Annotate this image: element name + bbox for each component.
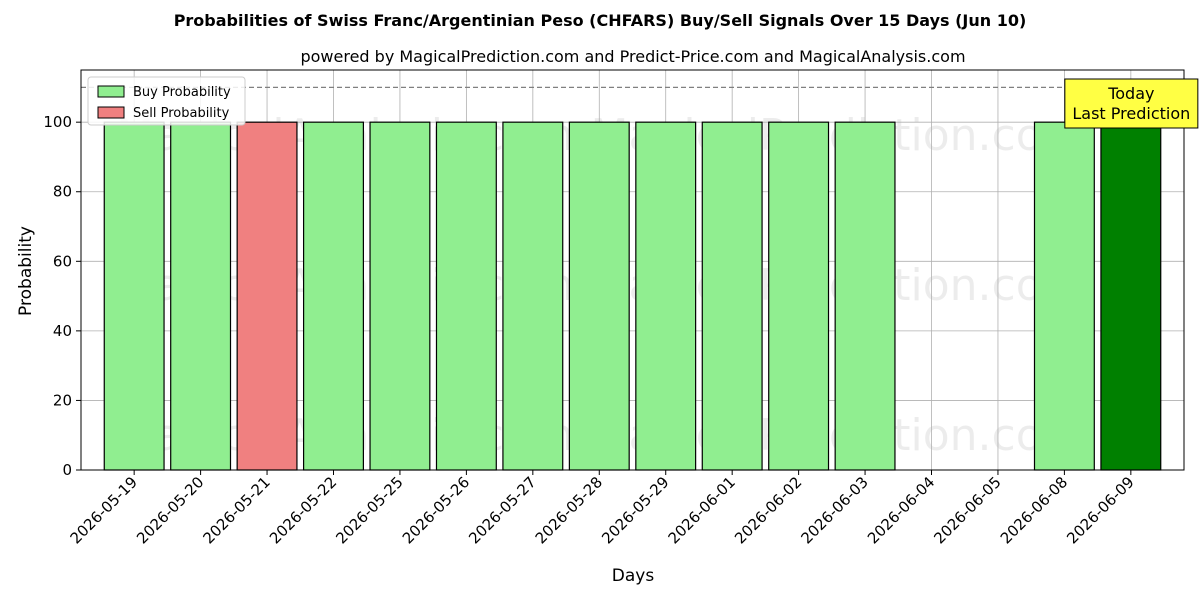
y-tick-label: 20	[53, 391, 72, 409]
x-tick-label: 2026-06-09	[1063, 473, 1137, 547]
chart-title: Probabilities of Swiss Franc/Argentinian…	[174, 11, 1027, 30]
buy-bar	[103, 121, 165, 471]
buy-bar	[701, 121, 763, 471]
plot-frame	[80, 69, 1185, 471]
buy-bar	[1033, 121, 1095, 471]
x-axis-label: Days	[612, 566, 655, 586]
x-tick-label: 2026-05-19	[67, 473, 141, 547]
buy-bar	[834, 121, 896, 471]
annotation-text: Today	[1107, 84, 1154, 103]
buy-bar	[568, 121, 630, 471]
buy-bar	[170, 121, 232, 471]
legend-label: Sell Probability	[133, 106, 230, 121]
x-tick-label: 2026-05-20	[133, 473, 207, 547]
buy-bar	[768, 121, 830, 471]
buy-bar	[435, 121, 497, 471]
buy-bar	[1100, 121, 1162, 471]
y-tick-label: 0	[62, 461, 72, 479]
y-tick-label: 80	[53, 183, 72, 201]
x-tick-label: 2026-05-27	[465, 473, 539, 547]
x-tick-label: 2026-06-05	[930, 473, 1004, 547]
y-tick-label: 100	[43, 113, 72, 131]
legend-swatch	[97, 85, 125, 98]
y-axis-label: Probability	[16, 226, 36, 316]
buy-bar	[502, 121, 564, 471]
legend-box	[87, 76, 246, 126]
y-tick-label: 60	[53, 252, 72, 270]
buy-bar	[302, 121, 364, 471]
annotation-text: Last Prediction	[1072, 104, 1190, 123]
x-tick-label: 2026-06-02	[731, 473, 805, 547]
x-tick-label: 2026-05-21	[199, 473, 273, 547]
x-tick-label: 2026-05-28	[532, 473, 606, 547]
legend-swatch	[97, 106, 125, 119]
x-tick-label: 2026-06-03	[798, 473, 872, 547]
legend-label: Buy Probability	[133, 85, 231, 100]
chart-subtitle: powered by MagicalPrediction.com and Pre…	[300, 47, 965, 66]
annotation-box	[1064, 78, 1199, 129]
x-tick-label: 2026-06-08	[997, 473, 1071, 547]
x-tick-label: 2026-06-01	[665, 473, 739, 547]
plot-area: MagicalAnalysis.comMagicalPrediction.com…	[43, 69, 1199, 547]
x-tick-label: 2026-05-22	[266, 473, 340, 547]
x-tick-label: 2026-05-25	[332, 473, 406, 547]
buy-bar	[635, 121, 697, 471]
buy-bar	[369, 121, 431, 471]
x-tick-label: 2026-06-04	[864, 473, 938, 547]
x-tick-label: 2026-05-29	[598, 473, 672, 547]
sell-bar	[236, 121, 298, 471]
y-tick-label: 40	[53, 322, 72, 340]
x-tick-label: 2026-05-26	[399, 473, 473, 547]
